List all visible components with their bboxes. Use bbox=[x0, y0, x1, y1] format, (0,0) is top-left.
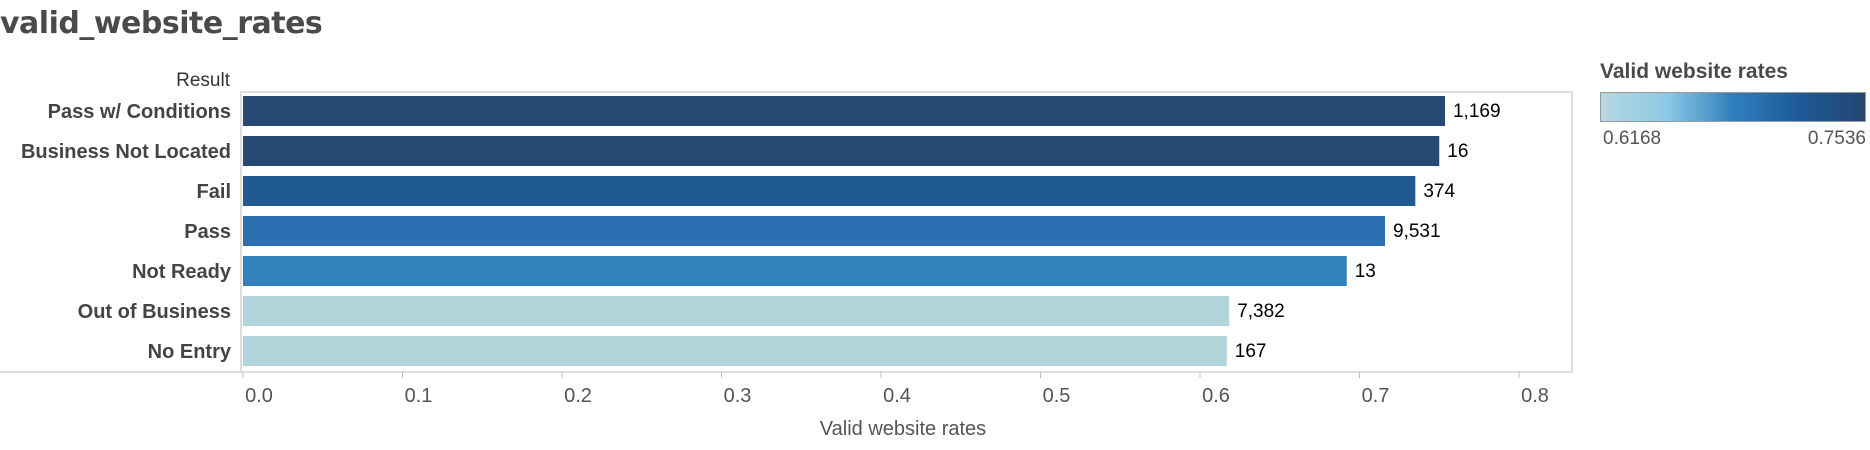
data-label: 9,531 bbox=[1393, 221, 1441, 242]
data-label: 13 bbox=[1355, 261, 1376, 282]
category-label: Out of Business bbox=[78, 301, 231, 323]
x-tick-label: 0.2 bbox=[564, 385, 592, 407]
legend-min-label: 0.6168 bbox=[1603, 128, 1662, 149]
x-tick-label: 0.8 bbox=[1521, 385, 1549, 407]
data-label: 374 bbox=[1423, 181, 1455, 202]
x-tick-label: 0.7 bbox=[1362, 385, 1390, 407]
category-label: Business Not Located bbox=[21, 141, 231, 163]
category-label: Pass bbox=[184, 221, 231, 243]
data-label: 16 bbox=[1447, 141, 1468, 162]
bar-chart: Pass w/ Conditions 1,169 Business Not Loca… bbox=[0, 91, 1573, 440]
x-tick-label: 0.5 bbox=[1043, 385, 1071, 407]
bar bbox=[243, 136, 1440, 166]
category-label: Not Ready bbox=[132, 261, 232, 283]
category-label: Fail bbox=[197, 181, 231, 203]
bar bbox=[243, 96, 1445, 126]
x-tick-label: 0.4 bbox=[883, 385, 911, 407]
page-title: valid_website_rates bbox=[0, 6, 323, 41]
x-tick-label: 0.6 bbox=[1202, 385, 1230, 407]
category-label: No Entry bbox=[148, 341, 232, 363]
color-legend-gradient bbox=[1600, 92, 1866, 122]
legend-max-label: 0.7536 bbox=[1807, 128, 1866, 149]
bar bbox=[243, 176, 1416, 206]
bar bbox=[243, 336, 1227, 366]
legend-title: Valid website rates bbox=[1600, 60, 1788, 83]
category-label: Pass w/ Conditions bbox=[48, 101, 231, 123]
row-header-result: Result bbox=[176, 70, 230, 91]
data-label: 1,169 bbox=[1453, 101, 1501, 122]
x-tick-label: 0.1 bbox=[405, 385, 433, 407]
x-axis-label: Valid website rates bbox=[820, 418, 986, 440]
data-label: 167 bbox=[1235, 341, 1267, 362]
bar bbox=[243, 216, 1386, 246]
x-tick-label: 0.3 bbox=[724, 385, 752, 407]
bar bbox=[243, 256, 1347, 286]
bar bbox=[243, 296, 1230, 326]
x-tick-label: 0.0 bbox=[245, 385, 273, 407]
plot-frame bbox=[240, 91, 1573, 373]
data-label: 7,382 bbox=[1237, 301, 1285, 322]
